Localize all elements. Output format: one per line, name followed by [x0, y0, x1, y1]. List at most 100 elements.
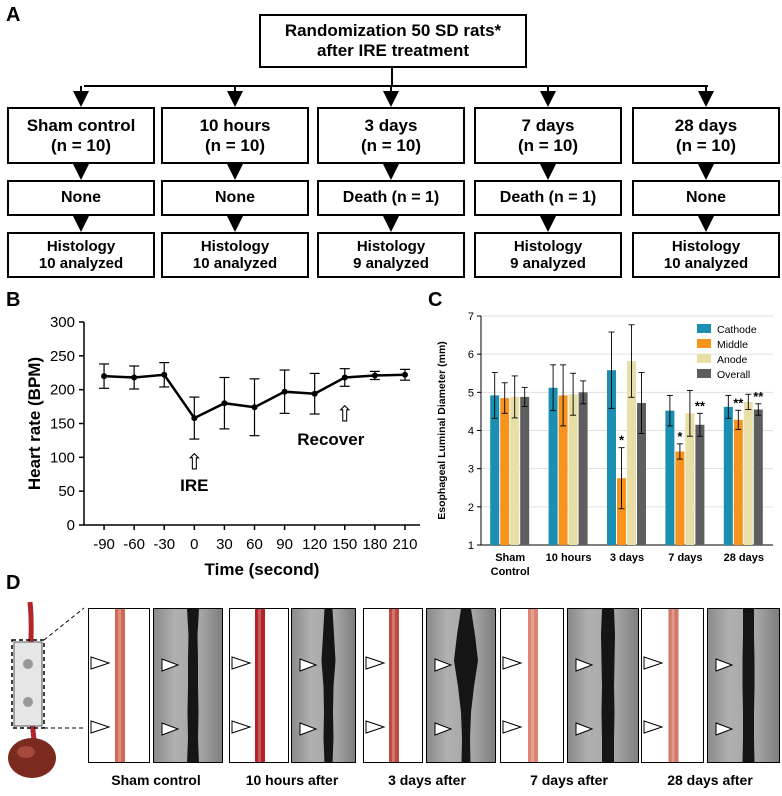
bar: [733, 419, 743, 545]
arrowhead-marker: [299, 722, 318, 736]
event-label: None: [215, 188, 255, 206]
legend-label: Anode: [717, 354, 748, 366]
histology-box-0: Histology 10 analyzed: [7, 232, 155, 278]
event-label: None: [686, 188, 726, 206]
photo-caption: 28 days after: [667, 772, 753, 788]
group-box-3: 7 days (n = 10): [474, 107, 622, 164]
legend-swatch: [697, 369, 711, 378]
group-box-0: Sham control (n = 10): [7, 107, 155, 164]
arrowhead-marker: [365, 656, 386, 670]
data-point: [311, 390, 318, 397]
arrowhead-marker: [299, 658, 318, 672]
y-tick-label: 150: [50, 416, 75, 433]
panel-letter-d: D: [6, 572, 21, 594]
histology-count: 10 analyzed: [38, 255, 124, 272]
legend-swatch: [697, 339, 711, 348]
category-label: 7 days: [668, 552, 702, 564]
legend-label: Overall: [717, 369, 750, 381]
bar: [627, 361, 636, 545]
gross-specimen-photo: [641, 608, 704, 763]
x-tick-label: 180: [362, 536, 387, 553]
xray-image: [707, 608, 780, 763]
histology-title: Histology: [513, 237, 583, 255]
bar: [607, 370, 616, 545]
whole-esophagus-photo: [4, 600, 60, 780]
data-point: [161, 371, 168, 378]
group-n: (n = 10): [361, 135, 421, 155]
x-tick-label: 0: [190, 536, 198, 553]
histology-count: 9 analyzed: [510, 255, 586, 272]
diameter-bar-chart: 1 2 3 4 5 6 7 Esophageal Luminal Diameter (mm) S…: [436, 311, 773, 578]
y-tick-label: 7: [468, 311, 474, 323]
gross-specimen-photo: [88, 608, 150, 763]
data-point: [341, 374, 348, 381]
arrowhead-marker: [90, 720, 111, 734]
histology-box-1: Histology 10 analyzed: [161, 232, 309, 278]
bar: [743, 401, 753, 545]
legend-label: Middle: [717, 339, 748, 351]
bar: [617, 478, 626, 545]
category-label: 28 days: [724, 552, 764, 564]
significance-mark: *: [619, 433, 625, 448]
group-name: 10 hours: [199, 115, 271, 135]
y-tick-label: 0: [67, 517, 75, 534]
data-point: [191, 415, 198, 422]
x-tick-label: -30: [153, 536, 175, 553]
data-point: [131, 374, 138, 381]
x-tick-label: 30: [216, 536, 233, 553]
arrowhead-marker: [161, 722, 180, 736]
x-tick-label: -60: [123, 536, 145, 553]
arrowhead-marker: [161, 658, 180, 672]
bar: [558, 395, 568, 545]
bar: [578, 392, 588, 545]
group-n: (n = 10): [518, 135, 578, 155]
bar: [568, 394, 578, 545]
arrowhead-marker: [575, 658, 594, 672]
event-box-4: None: [632, 180, 780, 216]
bar: [510, 396, 520, 545]
arrowhead-marker: [643, 656, 664, 670]
histology-box-3: Histology 9 analyzed: [474, 232, 622, 278]
legend-swatch: [697, 324, 711, 333]
y-axis-title: Esophageal Luminal Diameter (mm): [436, 341, 448, 520]
y-tick-label: 1: [468, 540, 474, 552]
y-tick-label: 50: [58, 483, 75, 500]
xray-image: [426, 608, 496, 763]
arrowhead-marker: [643, 720, 664, 734]
legend-swatch: [697, 354, 711, 363]
gross-specimen-photo: [500, 608, 564, 763]
bar: [500, 398, 510, 545]
group-name: 28 days: [674, 115, 738, 135]
group-box-4: 28 days (n = 10): [632, 107, 780, 164]
panel-letter-c: C: [428, 289, 443, 311]
randomization-line2: after IRE treatment: [316, 41, 470, 60]
group-name: 7 days: [521, 115, 575, 135]
x-tick-label: -90: [93, 536, 115, 553]
histology-box-2: Histology 9 analyzed: [317, 232, 465, 278]
category-label: 10 hours: [546, 552, 592, 564]
significance-mark: *: [677, 429, 683, 444]
group-box-2: 3 days (n = 10): [317, 107, 465, 164]
arrowhead-marker: [502, 656, 523, 670]
recover-label: Recover: [297, 430, 364, 449]
x-tick-label: 60: [246, 536, 263, 553]
x-tick-label: 150: [332, 536, 357, 553]
histology-title: Histology: [46, 237, 116, 255]
bar: [548, 387, 558, 545]
legend-label: Cathode: [717, 324, 757, 336]
significance-mark: **: [733, 395, 744, 410]
bar: [753, 409, 763, 545]
event-label: None: [61, 188, 101, 206]
histology-count: 10 analyzed: [663, 255, 749, 272]
histology-count: 10 analyzed: [192, 255, 278, 272]
randomization-line1: Randomization 50 SD rats*: [284, 21, 502, 41]
data-point: [371, 372, 378, 379]
y-tick-label: 2: [468, 502, 474, 514]
bar: [520, 396, 530, 545]
ire-label: IRE: [180, 476, 208, 495]
event-box-3: Death (n = 1): [474, 180, 622, 216]
data-point: [281, 388, 288, 395]
ire-arrow: ⇧: [185, 450, 203, 475]
histology-box-4: Histology 10 analyzed: [632, 232, 780, 278]
histology-title: Histology: [356, 237, 426, 255]
